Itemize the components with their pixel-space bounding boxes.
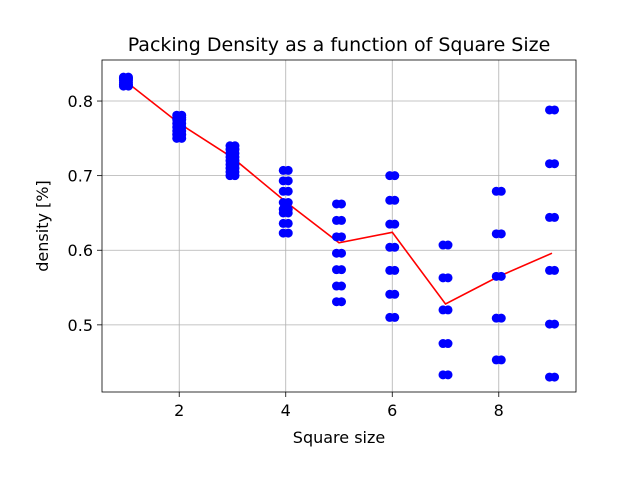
scatter-point bbox=[177, 110, 187, 120]
scatter-point bbox=[283, 176, 293, 186]
chart-title: Packing Density as a function of Square … bbox=[128, 34, 551, 56]
x-tick-label: 8 bbox=[494, 401, 504, 420]
scatter-point bbox=[443, 273, 453, 283]
scatter-point bbox=[443, 339, 453, 349]
scatter-point bbox=[550, 212, 560, 222]
series-line bbox=[125, 80, 553, 306]
scatter-point bbox=[550, 265, 560, 275]
y-tick-label: 0.6 bbox=[68, 241, 93, 260]
scatter-point bbox=[443, 305, 453, 315]
x-tick-label: 2 bbox=[174, 401, 184, 420]
scatter-point bbox=[550, 319, 560, 329]
scatter-point bbox=[283, 218, 293, 228]
scatter-point bbox=[550, 159, 560, 169]
scatter-point bbox=[390, 312, 400, 322]
ticks: 2 4 6 8 0.5 0.6 0.7 0.8 bbox=[68, 92, 504, 420]
y-tick-label: 0.7 bbox=[68, 167, 93, 186]
scatter-point bbox=[283, 186, 293, 196]
scatter-point bbox=[496, 313, 506, 323]
scatter-point bbox=[550, 372, 560, 382]
scatter-point bbox=[390, 242, 400, 252]
plot-frame bbox=[101, 59, 577, 393]
scatter-point bbox=[496, 271, 506, 281]
scatter-point bbox=[283, 228, 293, 238]
x-tick-label: 4 bbox=[281, 401, 291, 420]
scatter-point bbox=[390, 171, 400, 181]
scatter-point bbox=[283, 204, 293, 214]
mean-density-line bbox=[125, 80, 553, 306]
y-tick-label: 0.5 bbox=[68, 316, 93, 335]
scatter-point bbox=[390, 265, 400, 275]
scatter-point bbox=[443, 370, 453, 380]
scatter-point bbox=[550, 105, 560, 115]
y-axis-title: density [%] bbox=[33, 180, 52, 271]
x-axis-title: Square size bbox=[293, 428, 385, 447]
scatter-point bbox=[337, 215, 346, 225]
scatter-point bbox=[283, 197, 293, 207]
scatter-point bbox=[337, 265, 346, 275]
scatter-point bbox=[443, 240, 453, 250]
scatter-point bbox=[337, 281, 346, 291]
scatter-point bbox=[496, 229, 506, 239]
scatter-point bbox=[337, 297, 346, 307]
scatter-point bbox=[337, 199, 346, 209]
scatter-point bbox=[337, 232, 346, 242]
scatter-point bbox=[283, 165, 293, 175]
scatter-point bbox=[496, 186, 506, 196]
scatter-point bbox=[390, 195, 400, 205]
y-tick-label: 0.8 bbox=[68, 92, 93, 111]
scatter-point bbox=[337, 248, 346, 258]
scatter-point bbox=[496, 355, 506, 365]
scatter-point bbox=[390, 289, 400, 299]
scatter-point bbox=[390, 219, 400, 229]
scatter-point bbox=[230, 141, 240, 151]
scatter-point bbox=[123, 72, 133, 82]
x-tick-label: 6 bbox=[387, 401, 397, 420]
series-scatter bbox=[118, 72, 560, 382]
